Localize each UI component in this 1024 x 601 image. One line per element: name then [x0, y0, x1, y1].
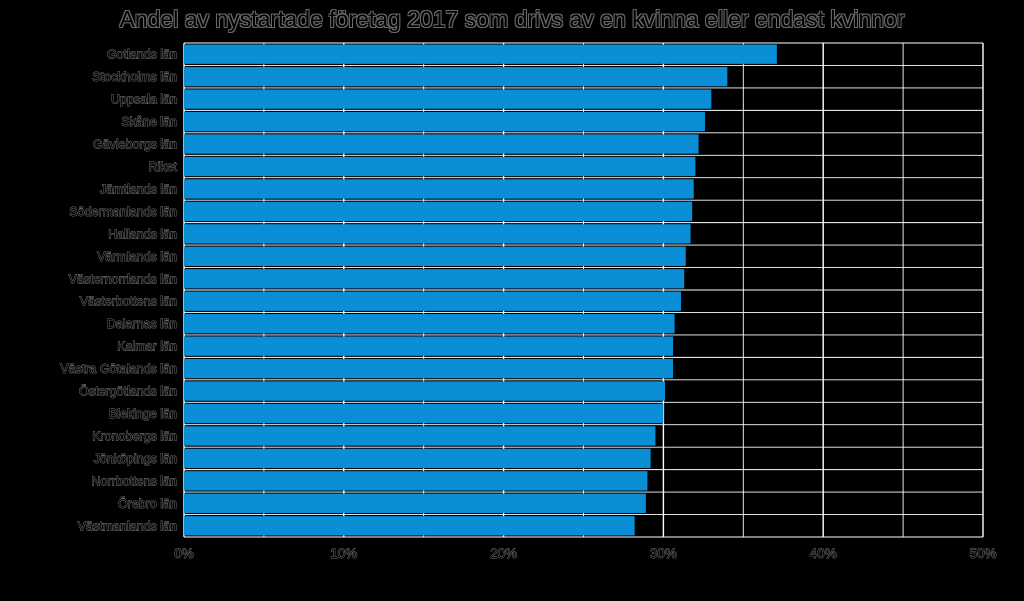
- category-label: Kalmar län: [117, 340, 177, 354]
- category-label: Hallands län: [108, 227, 177, 241]
- category-label: Värmlands län: [97, 250, 177, 264]
- x-tick-label: 30%: [650, 546, 677, 561]
- category-label: Kronobergs län: [92, 429, 177, 443]
- category-label: Gävleborgs län: [93, 138, 177, 152]
- chart-title: Andel av nystartade företag 2017 som dri…: [119, 6, 905, 32]
- bar: [184, 336, 673, 356]
- bar: [184, 516, 635, 536]
- bars: [184, 44, 777, 536]
- bar: [184, 493, 646, 513]
- bar: [184, 134, 699, 154]
- bar: [184, 403, 664, 424]
- bar: [184, 471, 648, 491]
- category-label: Örebro län: [118, 497, 177, 511]
- bar: [184, 358, 673, 379]
- x-tick-label: 20%: [490, 546, 517, 561]
- bar: [184, 201, 693, 222]
- bar: [184, 224, 691, 244]
- category-label: Uppsala län: [111, 93, 177, 107]
- bar: [184, 381, 665, 401]
- bar: [184, 156, 696, 177]
- category-label: Östergötlands län: [79, 385, 177, 399]
- category-label: Dalarnas län: [107, 317, 177, 331]
- category-label: Gotlands län: [107, 48, 177, 62]
- bar: [184, 291, 681, 311]
- bar: [184, 314, 675, 334]
- bar: [184, 448, 651, 469]
- category-label: Västmanlands län: [78, 519, 177, 533]
- category-label: Norrbottens län: [92, 474, 178, 488]
- x-tick-labels: 0% 10% 20% 30% 40% 50%: [174, 546, 997, 562]
- bar: [184, 44, 777, 64]
- category-label: Västra Götalands län: [60, 362, 177, 376]
- bar: [184, 89, 712, 109]
- category-label: Riket: [149, 160, 178, 174]
- category-label: Västernorrlands län: [69, 272, 177, 286]
- category-labels: Gotlands län Stockholms län Uppsala län Skå…: [60, 47, 178, 533]
- x-tick-label: 10%: [330, 546, 357, 561]
- bar: [184, 179, 694, 199]
- x-tick-label: 40%: [810, 546, 837, 561]
- x-tick-label: 0%: [174, 546, 194, 561]
- category-label: Blekinge län: [109, 407, 177, 421]
- category-label: Västerbottens län: [80, 295, 177, 309]
- category-label: Jönköpings län: [94, 452, 177, 466]
- bar: [184, 111, 705, 132]
- category-label: Södermanlands län: [69, 205, 177, 219]
- bar: [184, 426, 656, 446]
- bar: [184, 67, 728, 87]
- category-label: Jämtlands län: [100, 182, 177, 196]
- category-label: Skåne län: [121, 115, 177, 129]
- bar: [184, 269, 685, 289]
- bar: [184, 246, 686, 266]
- category-label: Stockholms län: [92, 70, 177, 84]
- x-tick-label: 50%: [969, 546, 996, 561]
